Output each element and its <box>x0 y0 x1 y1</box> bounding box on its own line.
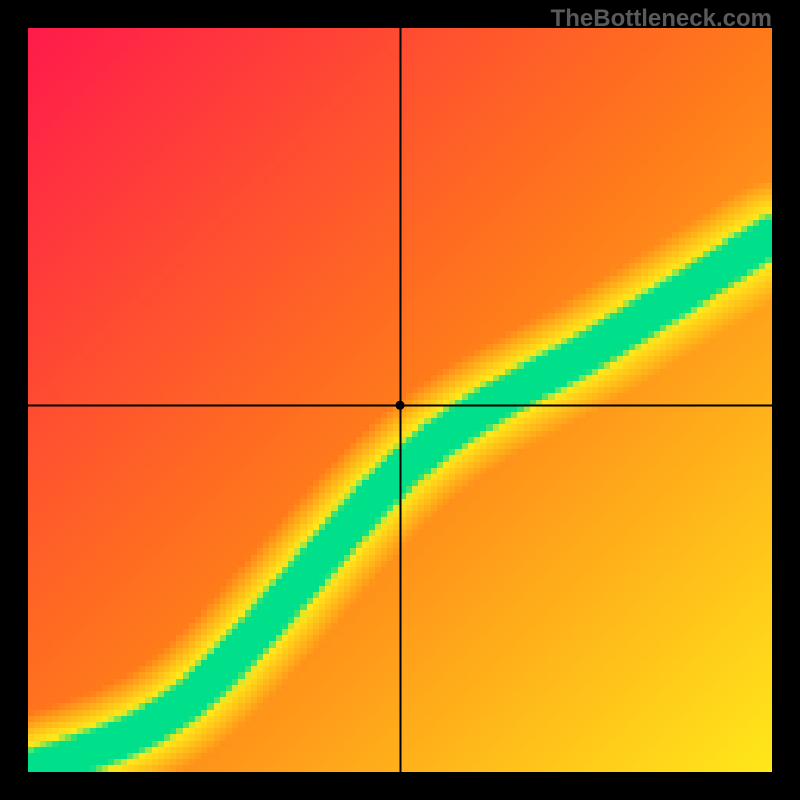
watermark-text: TheBottleneck.com <box>551 5 772 33</box>
bottleneck-heatmap <box>28 28 772 772</box>
chart-container: TheBottleneck.com <box>0 0 800 800</box>
